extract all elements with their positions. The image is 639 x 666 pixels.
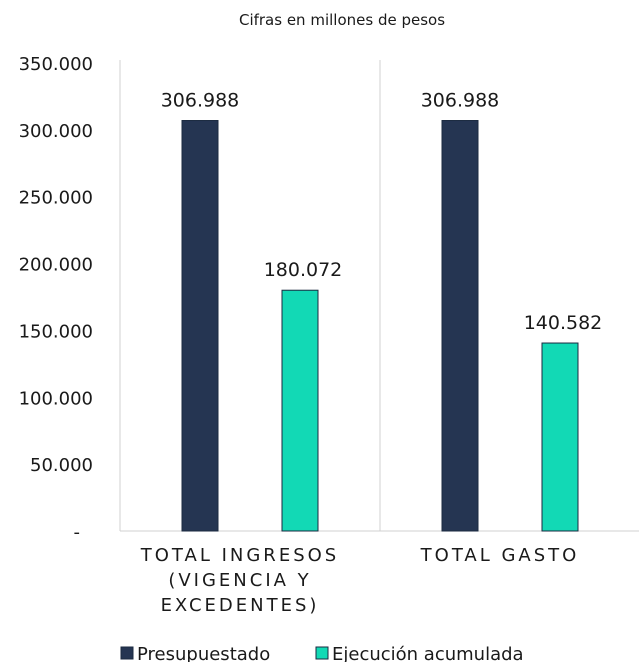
y-tick-label: 300.000 [19,121,93,142]
legend-label: Presupuestado [137,644,270,662]
y-tick-label: 250.000 [19,188,93,209]
legend-label: Ejecución acumulada [332,644,524,662]
bar-presupuestado-0 [181,120,219,532]
legend: Presupuestado Ejecución acumulada [120,644,524,665]
data-label: 306.988 [421,90,500,112]
y-tick-label: - [74,522,81,543]
bar-ejecucion-1 [541,342,579,532]
y-axis-ticks: - 50.000 100.000 150.000 200.000 250.000 300.0… [19,54,93,543]
y-tick-label: 350.000 [19,54,93,75]
legend-swatch [315,646,329,660]
chart-subtitle: Cifras en millones de pesos [239,11,445,29]
y-tick-label: 150.000 [19,321,93,342]
data-label: 306.988 [161,90,240,112]
data-labels: 306.988 180.072 306.988 140.582 [161,90,603,335]
x-category-label: TOTAL GASTO [420,545,580,566]
data-label: 180.072 [264,259,343,281]
x-category-label: TOTAL INGRESOS [140,545,339,566]
x-axis-categories: TOTAL INGRESOS (VIGENCIA Y EXCEDENTES) TOTA… [140,545,580,616]
y-tick-label: 200.000 [19,255,93,276]
y-tick-label: 100.000 [19,388,93,409]
bars [181,120,579,532]
x-category-label: EXCEDENTES) [161,595,320,616]
x-category-label: (VIGENCIA Y [168,570,311,591]
legend-swatch [120,646,134,660]
data-label: 140.582 [524,312,603,334]
y-tick-label: 50.000 [30,455,93,476]
bar-ejecucion-0 [281,289,319,532]
bar-presupuestado-1 [441,120,479,532]
